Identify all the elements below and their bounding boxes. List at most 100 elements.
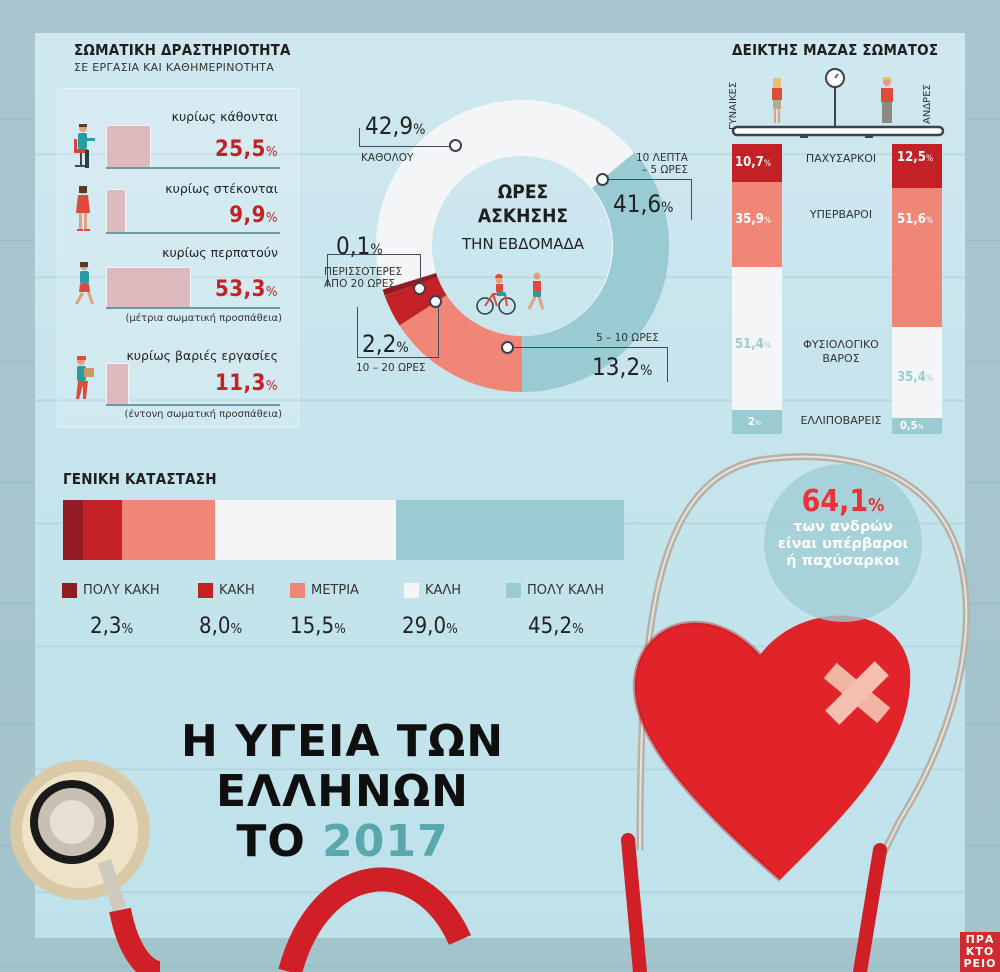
activity-bar [106, 363, 129, 405]
donut-center-line2: ΑΣΚΗΣΗΣ [477, 205, 569, 227]
activity-chart: κυρίως κάθονται 25,5% κυρίως στέκονται 9… [57, 88, 299, 428]
legend-good: ΚΑΛΗ [404, 583, 461, 598]
activity-bar [106, 125, 151, 168]
bmi-title: ΔΕΙΚΤΗΣ ΜΑΖΑΣ ΣΩΜΑΤΟΣ [732, 41, 939, 59]
legend-very-good: ΠΟΛΥ ΚΑΛΗ [506, 583, 604, 598]
leader-line [514, 347, 668, 382]
exercise-donut-chart [376, 100, 670, 393]
leader-line [609, 179, 692, 220]
donut-center-line1: ΩΡΕΣ [497, 181, 549, 203]
segment-10-20h [384, 276, 447, 326]
exercise-label-5-10h: 5 – 10 ΩΡΕΣ [596, 332, 659, 344]
bmi-category-normal: ΦΥΣΙΟΛΟΓΙΚΟ ΒΑΡΟΣ [803, 338, 879, 365]
bmi-women-overweight-value: 35,9% [735, 212, 772, 227]
general-value-average: 15,5% [290, 614, 346, 639]
bmi-men-underweight [892, 418, 942, 434]
bmi-women-normal [732, 267, 782, 410]
general-seg-bad [83, 500, 122, 560]
main-title-line1: Η ΥΓΕΙΑ ΤΩΝ ΕΛΛΗΝΩΝ [180, 716, 505, 817]
activity-row: κυρίως κάθονται 25,5% [58, 101, 298, 181]
general-title: ΓΕΝΙΚΗ ΚΑΤΑΣΤΑΣΗ [63, 470, 217, 488]
main-title-line2: ΤΟ 2017 [236, 816, 449, 867]
activity-baseline [106, 232, 280, 234]
activity-title: ΣΩΜΑΤΙΚΗ ΔΡΑΣΤΗΡΙΟΤΗΤΑ [74, 41, 291, 59]
leader-line [359, 128, 452, 147]
bmi-women-obese [732, 144, 782, 182]
activity-bar [106, 189, 126, 233]
exercise-value-5-10h: 13,2% [592, 353, 653, 381]
bmi-category-obese: ΠΑΧΥΣΑΡΚΟΙ [805, 152, 877, 165]
activity-baseline [106, 167, 280, 169]
activity-baseline [106, 404, 280, 406]
legend-average: ΜΕΤΡΙΑ [290, 583, 359, 598]
activity-row: κυρίως στέκονται 9,9% [58, 181, 298, 261]
bmi-women-overweight [732, 182, 782, 267]
bmi-men-normal [892, 327, 942, 418]
general-seg-very-bad [63, 500, 83, 560]
legend-swatch [62, 583, 77, 598]
legend-swatch [198, 583, 213, 598]
stethoscope-heart-illustration [10, 453, 970, 972]
segment-5-10h [399, 294, 523, 392]
activity-label: κυρίως κάθονται [171, 109, 278, 124]
exercise-label-over-20h: ΠΕΡΙΣΣΟΤΕΡΕΣ ΑΠΟ 20 ΩΡΕΣ [324, 266, 403, 290]
activity-label: κυρίως βαριές εργασίες [126, 348, 278, 363]
praktoreio-logo: ΠΡΑ ΚΤΟ ΡΕΙΟ [960, 932, 1000, 972]
activity-value: 25,5% [215, 137, 278, 162]
bmi-men-normal-value: 35,4% [897, 370, 934, 385]
bmi-category-overweight: ΥΠΕΡΒΑΡΟΙ [809, 208, 873, 221]
bmi-men-obese-value: 12,5% [897, 150, 934, 165]
marker-10min-5h [596, 173, 609, 186]
activity-note: (έντονη σωματική προσπάθεια) [124, 409, 282, 420]
general-seg-very-good [396, 500, 624, 560]
activity-value: 9,9% [229, 203, 278, 228]
activity-row: κυρίως βαριές εργασίες 11,3% (έντονη σωμ… [58, 345, 298, 425]
main-title: Η ΥΓΕΙΑ ΤΩΝ ΕΛΛΗΝΩΝ ΤΟ 2017 [55, 717, 630, 867]
bmi-men-overweight [892, 188, 942, 327]
callout-text: των ανδρών είναι υπέρβαροι ή παχύσαρκοι [777, 519, 909, 569]
bmi-women-underweight [732, 410, 782, 434]
activity-subtitle: ΣΕ ΕΡΓΑΣΙΑ ΚΑΙ ΚΑΘΗΜΕΡΙΝΟΤΗΤΑ [74, 61, 275, 74]
men-label-wrap: ΑΝΔΡΕΣ [922, 82, 936, 132]
exercise-value-10min-5h: 41,6% [613, 190, 674, 218]
legend-very-bad: ΠΟΛΥ ΚΑΚΗ [62, 583, 160, 598]
activity-bar [106, 267, 191, 308]
men-overweight-callout: 64,1% των ανδρών είναι υπέρβαροι ή παχύσ… [764, 464, 922, 622]
exercise-label-none: ΚΑΘΟΛΟΥ [361, 152, 414, 164]
callout-value: 64,1% [801, 484, 885, 519]
standing-person-icon [76, 186, 90, 231]
activity-value: 53,3% [215, 277, 278, 302]
exercise-label-10min-5h: 10 ΛΕΠΤΑ – 5 ΩΡΕΣ [635, 152, 688, 176]
bmi-women-obese-value: 10,7% [735, 155, 772, 170]
marker-over-20h [413, 282, 426, 295]
bmi-women-normal-value: 51,4% [735, 337, 772, 352]
sitting-person-icon [74, 124, 95, 168]
marker-none [449, 139, 462, 152]
activity-row: κυρίως περπατούν 53,3% (μέτρια σωματική … [58, 245, 298, 325]
bmi-women-underweight-value: 2% [748, 415, 761, 428]
general-value-very-good: 45,2% [528, 614, 584, 639]
general-value-bad: 8,0% [199, 614, 243, 639]
carrying-box-person-icon [76, 356, 94, 399]
legend-swatch [506, 583, 521, 598]
segment-over-20h [382, 272, 438, 296]
marker-5-10h [501, 341, 514, 354]
main-title-year: 2017 [322, 816, 449, 867]
exercise-label-10-20h: 10 – 20 ΩΡΕΣ [356, 362, 426, 374]
walking-person-icon [75, 262, 94, 304]
activity-note: (μέτρια σωματική προσπάθεια) [125, 313, 282, 324]
exercise-value-10-20h: 2,2% [362, 330, 409, 358]
bmi-men-overweight-value: 51,6% [897, 212, 934, 227]
general-value-very-bad: 2,3% [90, 614, 134, 639]
activity-baseline [106, 307, 280, 309]
marker-10-20h [429, 295, 442, 308]
legend-bad: ΚΑΚΗ [198, 583, 255, 598]
activity-label: κυρίως στέκονται [165, 181, 278, 196]
activity-value: 11,3% [215, 371, 278, 396]
donut-center-title: ΩΡΕΣ ΑΣΚΗΣΗΣ [458, 180, 588, 228]
bmi-category-underweight: ΕΛΛΙΠΟΒΑΡΕΙΣ [800, 414, 882, 427]
bmi-women-column: 10,7% 35,9% 51,4% 2% [732, 144, 782, 434]
scale-balance-icon [731, 68, 945, 138]
general-stacked-bar [63, 500, 624, 560]
bmi-men-underweight-value: 0,5% [900, 419, 924, 432]
